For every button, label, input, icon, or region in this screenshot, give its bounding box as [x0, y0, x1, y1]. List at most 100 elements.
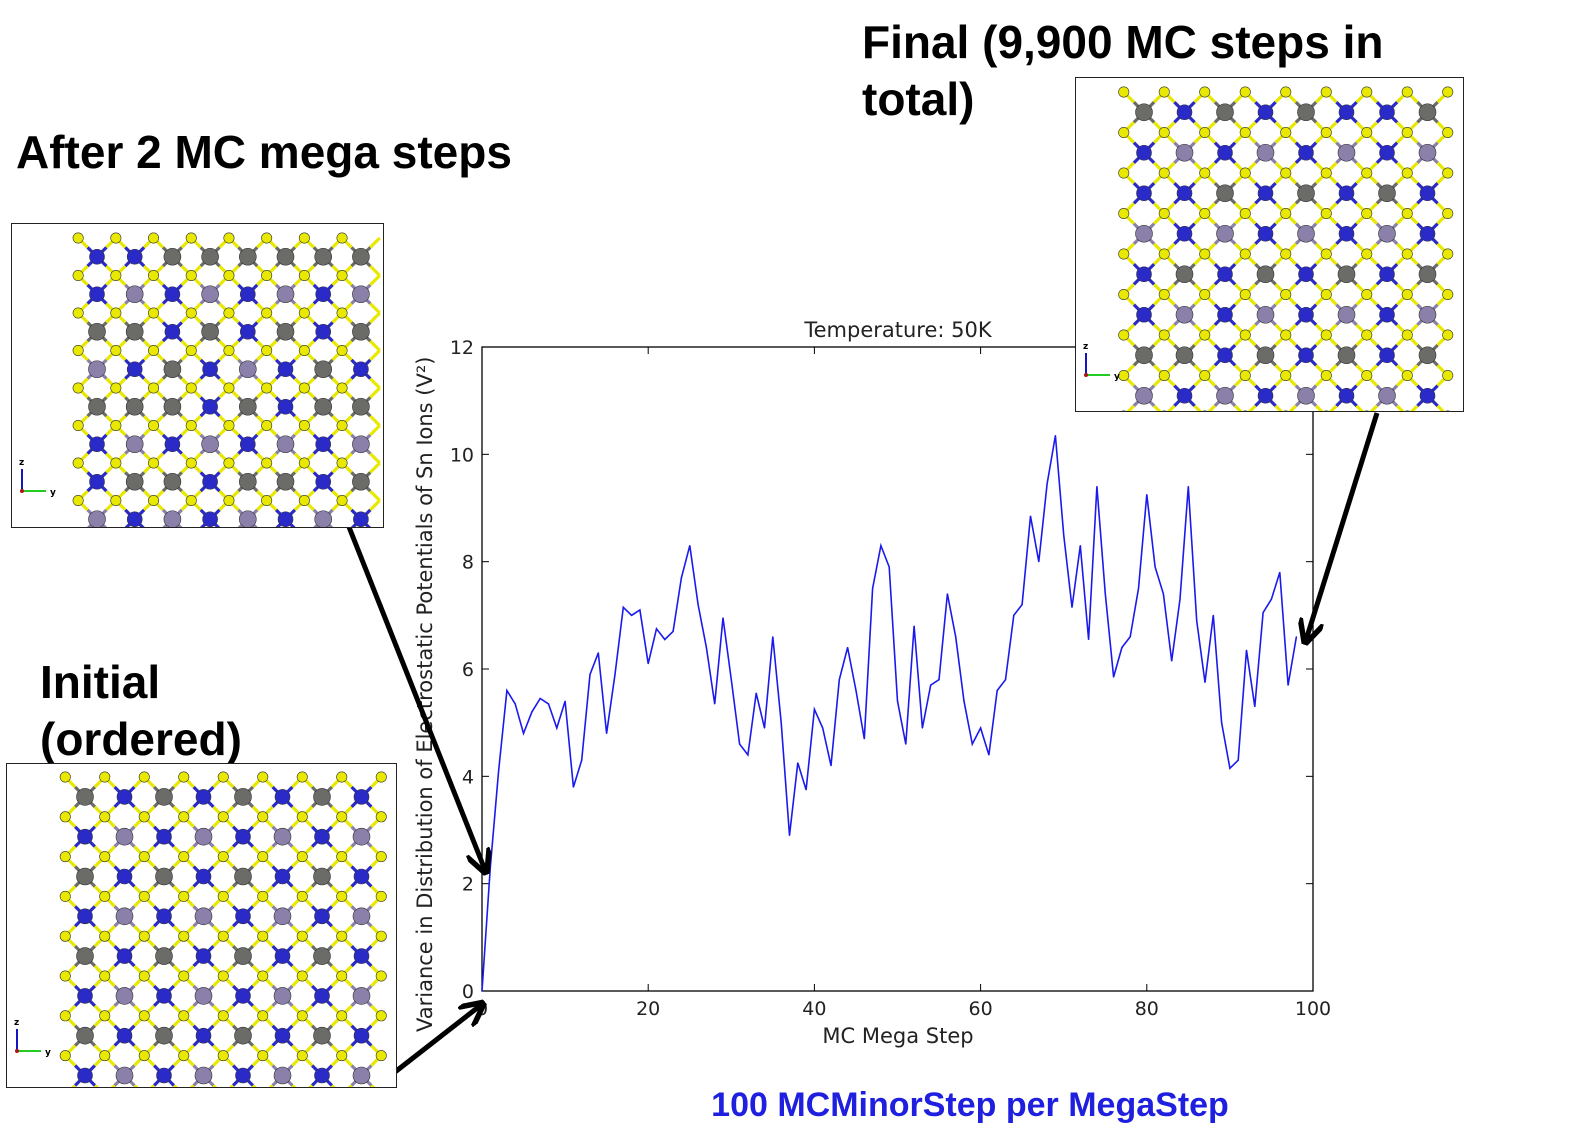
- metal-atom: [1379, 347, 1395, 364]
- data-point: [589, 673, 591, 675]
- sulfur-atom: [1280, 126, 1292, 138]
- data-point: [672, 630, 674, 633]
- sulfur-atom: [110, 269, 122, 281]
- sulfur-atom: [1199, 369, 1211, 381]
- axis-y-glyph: y: [45, 1048, 51, 1058]
- data-point: [747, 754, 749, 756]
- sulfur-atom: [257, 811, 269, 823]
- sulfur-atom: [1199, 248, 1211, 260]
- sulfur-atom: [336, 494, 348, 506]
- metal-atom: [1256, 265, 1275, 284]
- data-point: [489, 866, 491, 869]
- metal-atom: [1175, 143, 1194, 162]
- sulfur-atom: [72, 232, 84, 244]
- metal-atom: [89, 248, 105, 265]
- sulfur-atom: [185, 269, 197, 281]
- sulfur-atom: [217, 970, 229, 982]
- metal-atom: [155, 788, 173, 806]
- metal-atom: [314, 908, 330, 925]
- data-point: [1245, 649, 1248, 651]
- data-point: [1088, 638, 1090, 641]
- metal-atom: [239, 472, 257, 491]
- metal-atom: [1378, 184, 1396, 203]
- data-point: [822, 727, 824, 729]
- sulfur-atom: [148, 307, 160, 319]
- sulfur-atom: [1401, 248, 1413, 260]
- data-point: [921, 727, 924, 729]
- data-point: [755, 692, 757, 694]
- sulfur-atom: [1118, 289, 1130, 301]
- metal-atom: [313, 788, 331, 806]
- metal-atom: [155, 867, 173, 886]
- sulfur-atom: [223, 269, 235, 281]
- sulfur-atom: [1239, 369, 1251, 381]
- metal-atom: [89, 473, 105, 490]
- metal-atom: [1378, 386, 1396, 405]
- metal-atom: [156, 1067, 172, 1084]
- metal-atom: [201, 435, 219, 454]
- data-point: [913, 625, 915, 627]
- sulfur-atom: [110, 457, 122, 469]
- metal-atom: [156, 988, 172, 1004]
- data-point: [888, 566, 890, 568]
- sulfur-atom: [178, 811, 190, 823]
- final-label: Final (9,900 MC steps in total): [862, 16, 1384, 125]
- data-point: [971, 743, 973, 745]
- sulfur-atom: [336, 232, 348, 244]
- sulfur-atom: [1280, 289, 1292, 301]
- arrow-after-2-steps: [346, 526, 485, 870]
- metal-atom: [201, 322, 219, 341]
- metal-atom: [1257, 104, 1274, 121]
- metal-atom: [314, 360, 333, 379]
- sulfur-atom: [72, 307, 84, 319]
- metal-atom: [353, 1027, 370, 1044]
- metal-atom: [1418, 103, 1437, 122]
- data-point: [930, 684, 932, 686]
- data-point: [606, 732, 608, 735]
- metal-atom: [88, 360, 106, 379]
- metal-atom: [1216, 224, 1234, 243]
- metal-atom: [1338, 185, 1355, 202]
- sulfur-atom: [217, 890, 229, 902]
- metal-atom: [195, 1027, 212, 1044]
- sulfur-atom: [298, 232, 310, 244]
- data-point: [714, 703, 716, 705]
- metal-atom: [273, 1066, 292, 1085]
- sulfur-atom: [1361, 208, 1373, 220]
- x-axis-label: MC Mega Step: [822, 1024, 973, 1048]
- sulfur-atom: [223, 457, 235, 469]
- metal-atom: [315, 286, 332, 303]
- metal-atom: [1419, 225, 1436, 242]
- metal-atom: [194, 827, 213, 846]
- sulfur-atom: [72, 494, 84, 506]
- sulfur-atom: [257, 890, 269, 902]
- metal-atom: [1338, 104, 1355, 121]
- sulfur-atom: [296, 890, 308, 902]
- data-point: [1038, 561, 1040, 563]
- metal-atom: [163, 360, 182, 379]
- sulfur-atom: [336, 345, 348, 357]
- metal-atom: [125, 322, 144, 341]
- metal-atom: [125, 285, 144, 304]
- sulfur-atom: [99, 811, 111, 823]
- metal-atom: [1135, 224, 1153, 243]
- data-point: [847, 646, 849, 649]
- sulfur-atom: [296, 771, 308, 783]
- data-point: [680, 577, 683, 579]
- sulfur-atom: [1158, 167, 1170, 179]
- metal-atom: [277, 398, 294, 415]
- data-point: [622, 606, 624, 608]
- sulfur-atom: [1442, 126, 1454, 138]
- metal-atom: [77, 828, 93, 845]
- sulfur-atom: [138, 970, 150, 982]
- sulfur-atom: [59, 890, 71, 902]
- data-point: [1204, 681, 1206, 684]
- axis-z-glyph: z: [19, 458, 24, 468]
- data-point: [1229, 767, 1231, 769]
- data-point: [1220, 722, 1223, 724]
- sulfur-atom: [1199, 208, 1211, 220]
- sulfur-atom: [1199, 289, 1211, 301]
- sulfur-atom: [298, 382, 310, 394]
